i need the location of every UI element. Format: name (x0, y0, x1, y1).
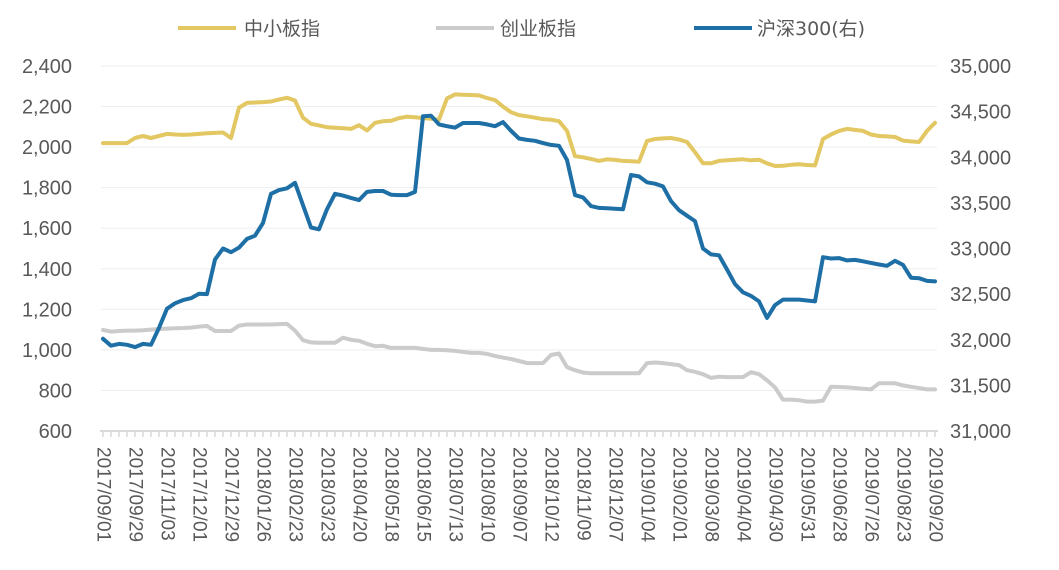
left-y-tick-label: 2,000 (22, 137, 72, 159)
left-y-tick-label: 1,600 (22, 218, 72, 240)
x-tick-label: 2018/07/13 (445, 447, 466, 542)
x-tick-label: 2018/04/20 (349, 447, 370, 542)
right-y-tick-label: 32,500 (950, 284, 1011, 306)
left-y-tick-label: 600 (39, 421, 72, 443)
left-y-tick-label: 800 (39, 380, 72, 402)
x-tick-label: 2019/02/01 (669, 447, 690, 542)
legend-item-hs300: 沪深300(右) (694, 18, 865, 40)
left-y-tick-label: 1,800 (22, 178, 72, 200)
right-y-tick-label: 33,500 (950, 193, 1011, 215)
x-axis: 2017/09/01 2017/09/29 2017/11/03 2017/12/01… (93, 430, 946, 543)
left-y-tick-label: 2,400 (22, 56, 72, 78)
right-y-tick-label: 31,500 (950, 375, 1011, 397)
x-tick-label: 2019/05/31 (797, 447, 818, 542)
legend-label: 沪深300(右) (757, 18, 865, 40)
x-tick-label: 2018/12/07 (605, 447, 626, 542)
x-tick-label: 2018/06/15 (413, 447, 434, 542)
x-tick-label: 2017/09/01 (93, 447, 114, 542)
right-y-tick-label: 33,000 (950, 239, 1011, 261)
x-tick-label: 2019/09/20 (925, 447, 946, 542)
x-tick-label: 2018/03/23 (317, 447, 338, 542)
right-y-tick-label: 35,000 (950, 56, 1011, 78)
left-y-axis: 600 800 1,000 1,200 1,400 1,600 1,800 2,000 2,20… (22, 56, 72, 443)
x-tick-label: 2017/11/03 (157, 447, 178, 541)
x-tick-label: 2018/01/26 (253, 447, 274, 542)
right-y-tick-label: 34,000 (950, 147, 1011, 169)
right-y-tick-label: 32,000 (950, 330, 1011, 352)
series-line-0 (101, 92, 937, 168)
legend-label: 中小板指 (244, 18, 320, 40)
x-tick-label: 2019/01/04 (637, 447, 658, 543)
x-tick-label: 2018/10/12 (541, 447, 562, 542)
x-tick-label: 2017/12/29 (221, 447, 242, 542)
gridlines (101, 65, 937, 391)
x-tick-label: 2019/04/30 (765, 447, 786, 542)
legend: 中小板指 创业板指 沪深300(右) (178, 18, 865, 40)
x-tick-label: 2017/12/01 (189, 447, 210, 542)
left-y-tick-label: 2,200 (22, 97, 72, 119)
x-tick-label: 2019/04/04 (733, 447, 754, 543)
left-y-tick-label: 1,400 (22, 259, 72, 281)
right-y-tick-label: 31,000 (950, 421, 1011, 443)
legend-label: 创业板指 (500, 18, 576, 40)
x-tick-label: 2018/11/09 (573, 447, 594, 541)
left-y-tick-label: 1,200 (22, 299, 72, 321)
left-y-tick-label: 1,000 (22, 340, 72, 362)
x-tick-label: 2019/08/23 (893, 447, 914, 542)
x-tick-label: 2018/05/18 (381, 447, 402, 542)
series-line-2 (101, 113, 937, 350)
x-tick-label: 2018/02/23 (285, 447, 306, 542)
x-tick-label: 2019/06/28 (829, 447, 850, 542)
legend-item-zhongxiaoban: 中小板指 (178, 18, 320, 40)
x-tick-label: 2018/09/07 (509, 447, 530, 542)
x-tick-label: 2019/07/26 (861, 447, 882, 542)
right-y-tick-label: 34,500 (950, 102, 1011, 124)
legend-item-chuangyeban: 创业板指 (436, 18, 576, 40)
series-line-1 (101, 321, 937, 404)
x-tick-label: 2018/08/10 (477, 447, 498, 542)
series-lines (101, 92, 937, 404)
x-tick-label: 2017/09/29 (125, 447, 146, 542)
right-y-axis: 31,000 31,500 32,000 32,500 33,000 33,500 34,0… (950, 56, 1011, 443)
x-tick-label: 2019/03/08 (701, 447, 722, 542)
